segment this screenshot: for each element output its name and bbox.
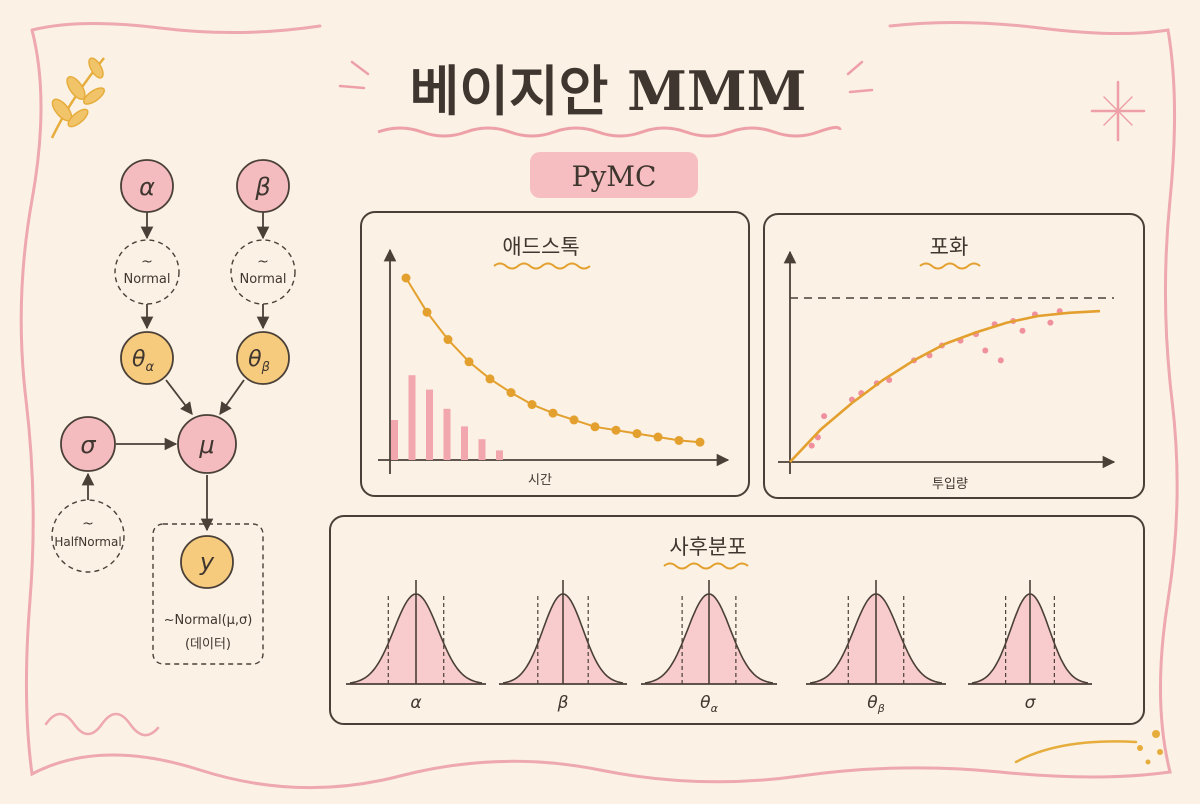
saturation-point bbox=[1019, 327, 1026, 334]
page-border bbox=[19, 20, 1179, 790]
observed-label: (데이터) bbox=[185, 637, 231, 652]
posterior-label: θα bbox=[700, 693, 718, 715]
sparkle-icon bbox=[1090, 80, 1146, 142]
saturation-point bbox=[821, 413, 828, 420]
svg-text:~: ~ bbox=[257, 254, 269, 270]
adstock-bar bbox=[478, 439, 486, 460]
swoosh-decoration bbox=[1014, 740, 1138, 764]
adstock-point bbox=[632, 429, 642, 439]
node-sigma: σ bbox=[60, 416, 116, 472]
svg-text:HalfNormal: HalfNormal bbox=[54, 535, 121, 549]
svg-text:y: y bbox=[199, 548, 215, 576]
svg-text:~: ~ bbox=[82, 516, 94, 532]
saturation-title: 포화 bbox=[930, 235, 969, 259]
saturation-curve bbox=[789, 309, 1101, 463]
adstock-bar bbox=[408, 375, 416, 460]
adstock-point bbox=[611, 425, 621, 435]
adstock-panel bbox=[360, 211, 750, 497]
saturation-point bbox=[1047, 319, 1054, 326]
saturation-title-underline bbox=[919, 262, 981, 270]
graphical-model bbox=[81, 212, 270, 665]
node-alpha: α bbox=[120, 159, 174, 213]
posterior-label: σ bbox=[1025, 693, 1037, 713]
node-theta-alpha: θα bbox=[120, 331, 174, 385]
posterior-plot: α β θα θβ σ bbox=[346, 580, 1092, 715]
adstock-point bbox=[653, 432, 663, 442]
svg-text:μ: μ bbox=[198, 431, 214, 459]
prior-sigma: ~ HalfNormal bbox=[51, 499, 125, 573]
adstock-point bbox=[506, 388, 516, 398]
prior-beta: ~ Normal bbox=[230, 239, 296, 305]
node-mu: μ bbox=[177, 414, 237, 474]
adstock-point bbox=[485, 374, 495, 384]
svg-text:θα: θα bbox=[132, 347, 154, 375]
page-title: 베이지안 MMM bbox=[410, 59, 807, 123]
posterior-label: θβ bbox=[867, 693, 884, 715]
posterior-title: 사후분포 bbox=[669, 535, 746, 559]
title-underline bbox=[377, 125, 842, 138]
svg-text:θβ: θβ bbox=[248, 347, 270, 375]
adstock-point bbox=[422, 307, 432, 317]
adstock-plot bbox=[391, 273, 705, 460]
saturation-panel bbox=[763, 213, 1145, 499]
adstock-point bbox=[674, 435, 684, 445]
adstock-point bbox=[569, 415, 579, 425]
adstock-xlabel: 시간 bbox=[528, 473, 552, 488]
saturation-point bbox=[808, 442, 815, 449]
likelihood-label: ~Normal(μ,σ) bbox=[164, 613, 253, 628]
svg-text:α: α bbox=[139, 173, 155, 201]
adstock-bar bbox=[496, 450, 503, 460]
node-theta-beta: θβ bbox=[236, 331, 290, 385]
adstock-bar bbox=[443, 408, 451, 460]
squiggle-decoration bbox=[44, 712, 160, 737]
adstock-bar bbox=[391, 420, 398, 460]
svg-text:Normal: Normal bbox=[123, 272, 170, 287]
adstock-bar bbox=[426, 389, 433, 460]
saturation-point bbox=[982, 347, 989, 354]
svg-text:β: β bbox=[254, 173, 270, 201]
saturation-axes bbox=[778, 250, 1116, 474]
leaf-sprig-icon bbox=[50, 57, 105, 139]
title-accents bbox=[338, 60, 874, 94]
prior-alpha: ~ Normal bbox=[114, 239, 180, 305]
adstock-title: 애드스톡 bbox=[502, 235, 579, 259]
adstock-point bbox=[401, 273, 411, 283]
adstock-title-underline bbox=[493, 262, 591, 270]
svg-text:~: ~ bbox=[141, 254, 153, 270]
posterior-label: α bbox=[410, 693, 421, 713]
subtitle-text: PyMC bbox=[572, 160, 657, 193]
adstock-point bbox=[464, 357, 474, 367]
adstock-bar bbox=[461, 426, 468, 460]
posterior-panel bbox=[329, 515, 1145, 725]
posterior-label: β bbox=[557, 693, 569, 713]
node-beta: β bbox=[236, 159, 290, 213]
saturation-xlabel: 투입량 bbox=[932, 477, 968, 492]
saturation-plot bbox=[789, 297, 1114, 463]
node-y: y bbox=[180, 535, 234, 589]
posterior-title-underline bbox=[663, 562, 749, 570]
subtitle-badge bbox=[530, 152, 698, 198]
saturation-point bbox=[997, 357, 1004, 364]
adstock-point bbox=[443, 335, 453, 345]
adstock-point bbox=[590, 422, 600, 432]
adstock-point bbox=[695, 437, 705, 447]
svg-text:σ: σ bbox=[80, 431, 96, 459]
adstock-point bbox=[548, 408, 558, 418]
svg-text:Normal: Normal bbox=[239, 272, 286, 287]
adstock-point bbox=[527, 400, 537, 410]
adstock-axes bbox=[378, 248, 730, 474]
dots-decoration bbox=[1137, 730, 1163, 765]
